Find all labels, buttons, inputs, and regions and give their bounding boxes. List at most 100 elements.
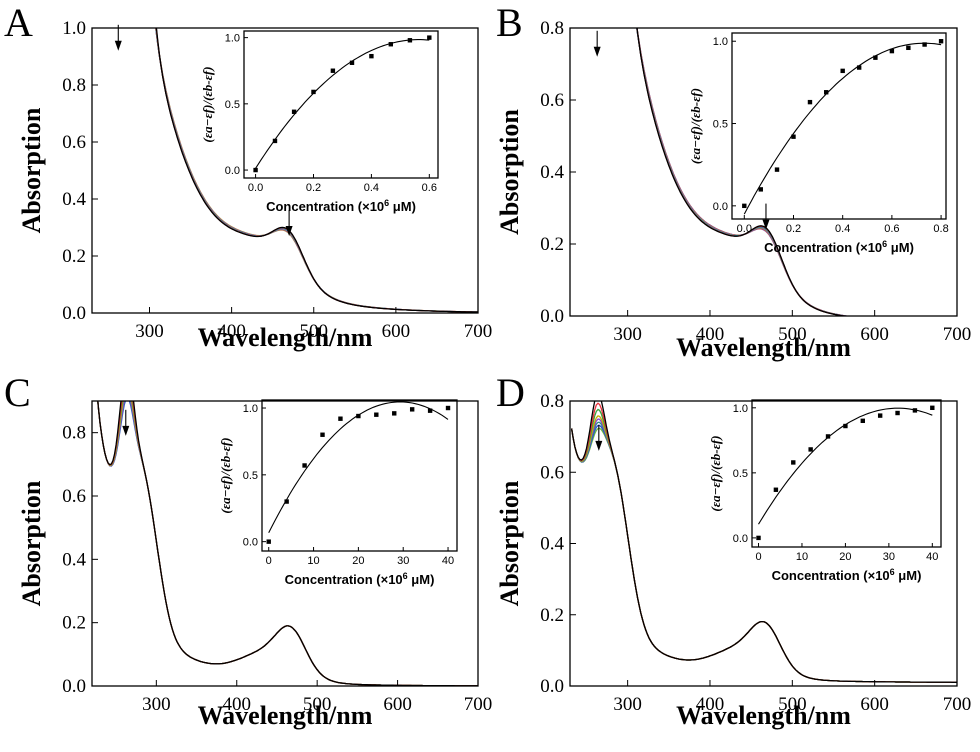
inset-x-axis-label: Concentration (×106 μM): [266, 198, 416, 214]
inset-data-point: [791, 460, 796, 465]
spectrum-line: [636, 28, 851, 316]
inset-data-point: [912, 408, 918, 413]
x-tick-label: 400: [696, 324, 725, 345]
inset-data-point: [808, 447, 813, 452]
x-tick-label: 600: [860, 324, 889, 345]
x-tick-label: 300: [613, 324, 642, 345]
spectrum-line: [155, 28, 478, 313]
panel-a: A 300 400 500 600 700 0.0 0.2 0.4 0.6 0.8 1.0 Wavele…: [4, 0, 492, 352]
x-tick-label: 500: [778, 694, 807, 715]
spectrum-line: [570, 401, 957, 683]
y-tick-label: 1.0: [62, 18, 86, 39]
y-tick-label: 0.0: [62, 303, 86, 324]
inset-data-point: [773, 487, 779, 492]
inset-data-point: [392, 411, 397, 416]
inset-frame: [731, 32, 947, 220]
y-tick-label: 0.0: [62, 676, 86, 697]
inset-x-label-main: Concentration (×10: [266, 199, 384, 214]
x-axis-label: Wavelength/nm: [676, 333, 851, 362]
inset-x-tick-label: 10: [307, 555, 319, 567]
arrow-head-icon: [595, 440, 603, 451]
inset-x-tick-label: 0.6: [422, 182, 437, 194]
inset-data-point: [445, 405, 451, 411]
panel-letter: D: [496, 370, 525, 415]
inset-data-point: [266, 539, 271, 544]
inset-data-point: [843, 423, 848, 429]
spectra: [570, 401, 957, 683]
spectrum-line: [636, 28, 850, 316]
inset-x-tick-label: 30: [397, 555, 409, 567]
y-tick-label: 0.8: [540, 391, 564, 412]
inset-y-tick-label: 0.0: [243, 537, 258, 549]
inset-x-tick-label: 0.0: [737, 223, 752, 235]
inset-data-point: [856, 65, 862, 70]
x-tick-label: 600: [382, 321, 411, 342]
inset-x-label-sup: 6: [882, 239, 887, 249]
inset-x-tick-label: 10: [796, 551, 808, 563]
arrow-head-icon: [122, 425, 130, 436]
x-tick-label: 500: [303, 694, 332, 715]
inset-x-axis-label: Concentration (×106 μM): [764, 239, 914, 255]
spectrum-line: [636, 28, 852, 316]
inset-x-tick-label: 0.4: [835, 223, 850, 235]
inset-data-point: [356, 413, 361, 419]
inset-x-tick-label: 0.6: [884, 223, 899, 235]
spectrum-line: [636, 28, 849, 316]
inset-data-point: [302, 463, 307, 468]
inset-x-tick-label: 0: [755, 551, 761, 563]
inset-data-point: [938, 39, 944, 44]
inset-fit-line: [255, 39, 430, 169]
inset-y-tick-label: 0.5: [225, 99, 240, 111]
inset-x-label-main: Concentration (×10: [772, 568, 890, 583]
inset-x-tick-label: 0.8: [933, 223, 948, 235]
y-tick-label: 0.2: [540, 605, 564, 626]
arrow-head-icon: [593, 46, 601, 57]
x-axis-label: Wavelength/nm: [198, 323, 373, 352]
x-tick-label: 600: [860, 694, 889, 715]
inset-data-point: [253, 167, 258, 173]
inset-x-label-main: Concentration (×10: [285, 572, 403, 587]
inset-data-point: [825, 434, 831, 439]
x-tick-label: 700: [464, 694, 493, 715]
inset-chart: 0.0 0.2 0.4 0.6 0.0 0.5 1.0 Concentration (×106…: [200, 30, 439, 214]
inset-chart: 0.0 0.2 0.4 0.6 0.8 0.0 0.5 1.0 Concentration (×…: [688, 32, 949, 255]
inset-x-label-sup: 6: [403, 571, 408, 581]
plot-frame: [91, 27, 479, 314]
inset-y-tick-label: 0.0: [225, 165, 240, 177]
inset-y-tick-label: 0.0: [713, 201, 728, 213]
inset-data-point: [388, 42, 394, 47]
y-axis-label: Absorption: [495, 480, 524, 606]
inset-x-label-sup: 6: [890, 567, 895, 577]
inset-data-point: [349, 60, 355, 65]
inset-data-point: [409, 407, 415, 412]
inset-y-axis-label: (εa−εf)/(εb-εf): [688, 88, 703, 164]
inset-y-axis-label: (εa−εf)/(εb-εf): [200, 66, 215, 142]
y-tick-label: 0.6: [62, 486, 86, 507]
inset-x-tick-label: 20: [352, 555, 364, 567]
spectrum-line: [97, 401, 478, 686]
spectrum-line: [636, 28, 850, 316]
plot-frame: [91, 400, 479, 687]
inset-data-point: [338, 416, 343, 421]
inset-data-point: [742, 203, 747, 209]
inset-data-point: [906, 45, 911, 51]
inset-data-point: [311, 89, 316, 95]
spectrum-line: [570, 424, 957, 683]
inset-data-point: [758, 187, 763, 192]
panel-letter: C: [4, 370, 31, 415]
inset-y-tick-label: 0.5: [733, 468, 748, 480]
y-tick-label: 0.8: [62, 75, 86, 96]
inset-x-label-main: Concentration (×10: [764, 240, 882, 255]
spectrum-line: [97, 401, 478, 686]
x-tick-label: 400: [696, 694, 725, 715]
y-tick-label: 0.4: [540, 162, 564, 183]
inset-y-axis-label: (εa−εf)/(εb-εf): [218, 437, 233, 513]
inset-y-axis-label: (εa−εf)/(εb-εf): [708, 435, 723, 511]
inset-data-point: [824, 90, 829, 95]
inset-data-point: [774, 167, 780, 172]
y-tick-label: 0.4: [62, 549, 86, 570]
spectrum-line: [155, 28, 478, 313]
arrow-head-icon: [114, 40, 122, 51]
inset-data-point: [330, 68, 336, 73]
inset-data-point: [427, 35, 432, 40]
